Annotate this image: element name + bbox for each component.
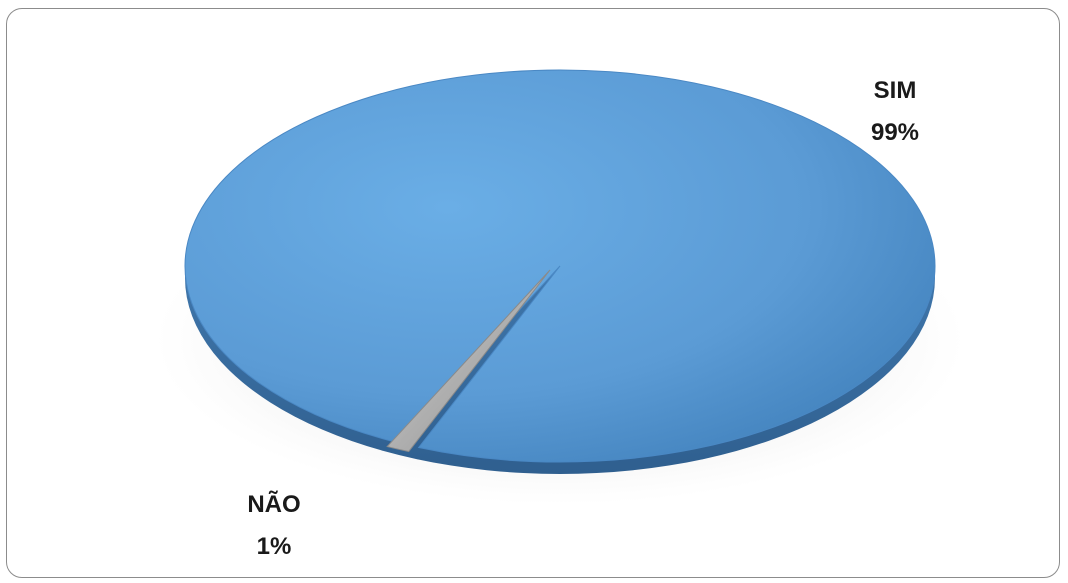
label-nao-name: NÃO bbox=[247, 490, 300, 518]
pie-slice-sim bbox=[184, 69, 936, 463]
pie-slice-nao bbox=[386, 269, 551, 453]
label-sim-name: SIM bbox=[874, 77, 917, 104]
label-nao-value: 1% bbox=[257, 533, 292, 560]
pie-slices bbox=[184, 69, 936, 474]
label-sim-value: 99% bbox=[871, 119, 919, 146]
